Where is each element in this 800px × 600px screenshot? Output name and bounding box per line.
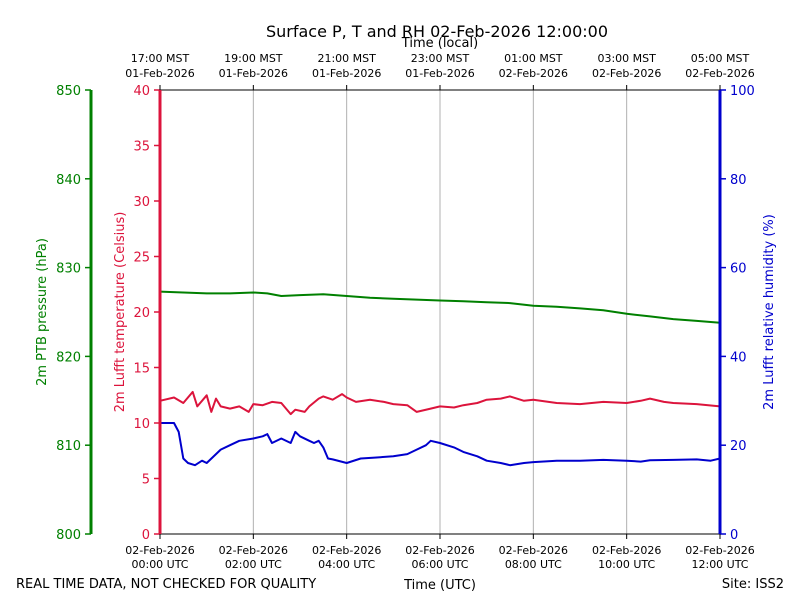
top-tick-date: 02-Feb-2026	[592, 67, 661, 80]
humidity-tick-label: 0	[730, 528, 738, 543]
pressure-series-line	[159, 290, 721, 324]
bottom-tick-time: 06:00 UTC	[411, 558, 468, 571]
temperature-tick-label: 25	[133, 251, 150, 266]
top-tick-date: 01-Feb-2026	[405, 67, 474, 80]
temperature-tick-label: 20	[133, 306, 150, 321]
top-tick-time: 17:00 MST	[131, 52, 190, 65]
top-tick-date: 02-Feb-2026	[499, 67, 568, 80]
bottom-tick-date: 02-Feb-2026	[312, 544, 381, 557]
pressure-tick-label: 820	[56, 350, 81, 365]
top-time-ticks: 17:00 MST 01-Feb-2026 19:00 MST 01-Feb-2026…	[125, 52, 755, 90]
chart-title: Surface P, T and RH 02-Feb-2026 12:00:00	[266, 22, 608, 41]
temperature-tick-label: 5	[142, 473, 150, 488]
bottom-tick-time: 04:00 UTC	[318, 558, 375, 571]
temperature-axis-label: 2m Lufft temperature (Celsius)	[113, 212, 128, 413]
pressure-tick-label: 830	[56, 262, 81, 277]
top-axis-label: Time (local)	[401, 36, 478, 51]
bottom-tick-date: 02-Feb-2026	[685, 544, 754, 557]
quality-disclaimer: REAL TIME DATA, NOT CHECKED FOR QUALITY	[16, 577, 316, 592]
bottom-tick-date: 02-Feb-2026	[125, 544, 194, 557]
humidity-axis-ticks: 0 20 40 60 80 100	[720, 84, 755, 543]
pressure-tick-label: 840	[56, 173, 81, 188]
top-tick-date: 01-Feb-2026	[219, 67, 288, 80]
top-tick-time: 19:00 MST	[224, 52, 283, 65]
bottom-tick-time: 00:00 UTC	[131, 558, 188, 571]
top-tick-date: 01-Feb-2026	[312, 67, 381, 80]
bottom-tick-time: 02:00 UTC	[225, 558, 282, 571]
bottom-tick-time: 10:00 UTC	[598, 558, 655, 571]
bottom-tick-time: 12:00 UTC	[691, 558, 748, 571]
bottom-axis-label: Time (UTC)	[403, 578, 476, 593]
site-label: Site: ISS2	[722, 577, 784, 592]
temperature-tick-label: 35	[133, 140, 150, 155]
top-tick-time: 05:00 MST	[691, 52, 750, 65]
data-series	[159, 290, 721, 467]
top-tick-time: 03:00 MST	[597, 52, 656, 65]
temperature-tick-label: 30	[133, 195, 150, 210]
top-tick-date: 01-Feb-2026	[125, 67, 194, 80]
humidity-tick-label: 80	[730, 173, 747, 188]
temperature-axis-ticks: 0 5 10 15 20 25 30 35 40	[133, 84, 160, 543]
bottom-tick-time: 08:00 UTC	[505, 558, 562, 571]
top-tick-date: 02-Feb-2026	[685, 67, 754, 80]
bottom-tick-date: 02-Feb-2026	[499, 544, 568, 557]
top-tick-time: 23:00 MST	[411, 52, 470, 65]
pressure-tick-label: 850	[56, 84, 81, 99]
humidity-tick-label: 40	[730, 350, 747, 365]
temperature-tick-label: 10	[133, 417, 150, 432]
temperature-tick-label: 15	[133, 362, 150, 377]
temperature-tick-label: 40	[133, 84, 150, 99]
humidity-tick-label: 20	[730, 439, 747, 454]
top-tick-time: 01:00 MST	[504, 52, 563, 65]
temperature-tick-label: 0	[142, 528, 150, 543]
bottom-tick-date: 02-Feb-2026	[592, 544, 661, 557]
bottom-tick-date: 02-Feb-2026	[219, 544, 288, 557]
temperature-series-line	[159, 390, 721, 416]
pressure-tick-label: 800	[56, 528, 81, 543]
humidity-tick-label: 60	[730, 262, 747, 277]
pressure-axis-ticks: 800 810 820 830 840 850	[56, 84, 91, 543]
humidity-tick-label: 100	[730, 84, 755, 99]
pressure-tick-label: 810	[56, 439, 81, 454]
grid-lines	[252, 90, 628, 534]
top-tick-time: 21:00 MST	[317, 52, 376, 65]
pressure-axis-label: 2m PTB pressure (hPa)	[35, 238, 50, 386]
humidity-series-line	[160, 422, 721, 467]
humidity-axis-label: 2m Lufft relative humidity (%)	[762, 214, 777, 410]
bottom-tick-date: 02-Feb-2026	[405, 544, 474, 557]
